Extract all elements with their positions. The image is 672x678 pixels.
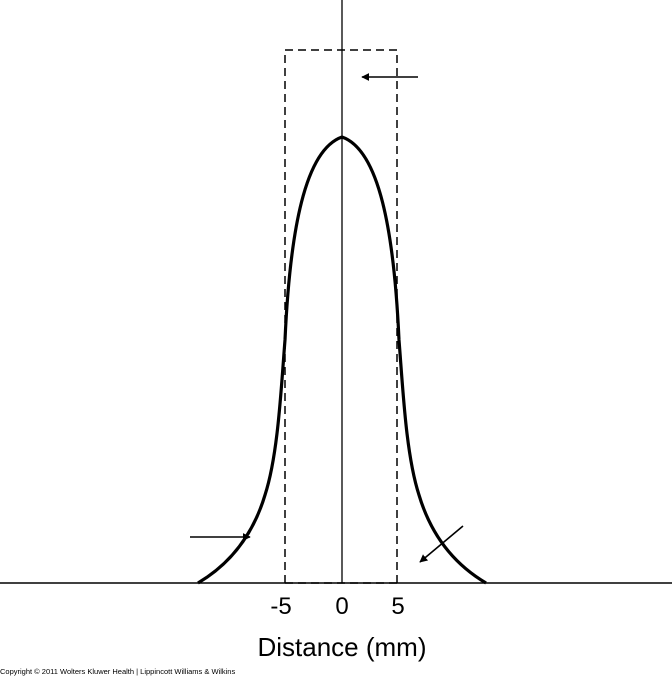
tick-label-minus-5: -5 (270, 593, 291, 620)
tick-label-5: 5 (391, 593, 404, 620)
dashed-profile (284, 49, 398, 583)
tick-label-0: 0 (335, 593, 348, 620)
copyright-notice: Copyright © 2011 Wolters Kluwer Health |… (0, 667, 235, 676)
x-axis-title: Distance (mm) (257, 632, 426, 662)
arrow-right-tail (419, 525, 464, 563)
bell-curve (197, 135, 487, 585)
